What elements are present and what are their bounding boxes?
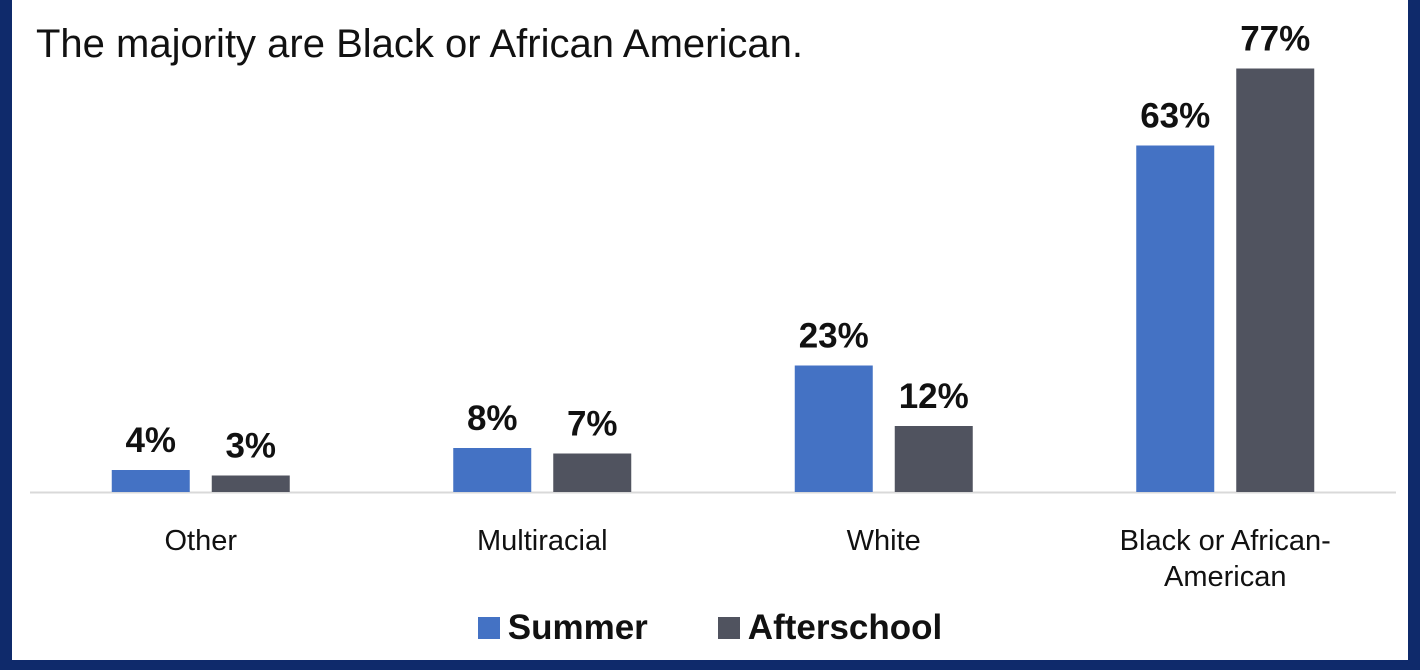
category-label-0: Other — [164, 525, 237, 557]
bar-summer-2 — [794, 365, 873, 492]
category-label-1: Multiracial — [477, 525, 608, 557]
chart-legend: Summer Afterschool — [12, 608, 1408, 648]
legend-swatch-summer — [477, 617, 500, 639]
legend-item-afterschool: Afterschool — [717, 608, 943, 648]
bar-summer-3 — [1136, 145, 1215, 492]
data-label-summer-3: 63% — [1140, 97, 1210, 136]
bar-afterschool-1 — [553, 453, 632, 492]
data-label-afterschool-3: 77% — [1240, 20, 1310, 59]
legend-label-afterschool: Afterschool — [747, 608, 943, 647]
legend-swatch-afterschool — [717, 617, 740, 639]
bar-summer-1 — [453, 448, 532, 492]
category-label-3-line-0: Black or African- — [1120, 525, 1331, 557]
bar-summer-0 — [111, 470, 190, 492]
bar-chart: 4% 3% Other 8% 7% Multiracial 23% 12% White 63% 77… — [30, 20, 1396, 593]
data-label-summer-0: 4% — [125, 421, 176, 460]
data-label-summer-2: 23% — [799, 317, 869, 356]
data-label-afterschool-1: 7% — [567, 405, 618, 444]
category-label-2: White — [847, 525, 921, 557]
bar-afterschool-0 — [211, 475, 290, 492]
bar-afterschool-3 — [1236, 68, 1315, 492]
data-label-afterschool-0: 3% — [225, 427, 276, 466]
chart-title: The majority are Black or African Americ… — [36, 22, 803, 66]
chart-frame: The majority are Black or African Americ… — [12, 0, 1408, 660]
data-label-summer-1: 8% — [467, 399, 518, 438]
category-label-3-line-1: American — [1164, 561, 1287, 593]
bar-afterschool-2 — [894, 426, 973, 492]
legend-item-summer: Summer — [477, 608, 648, 648]
data-label-afterschool-2: 12% — [899, 377, 969, 416]
legend-label-summer: Summer — [507, 608, 648, 647]
